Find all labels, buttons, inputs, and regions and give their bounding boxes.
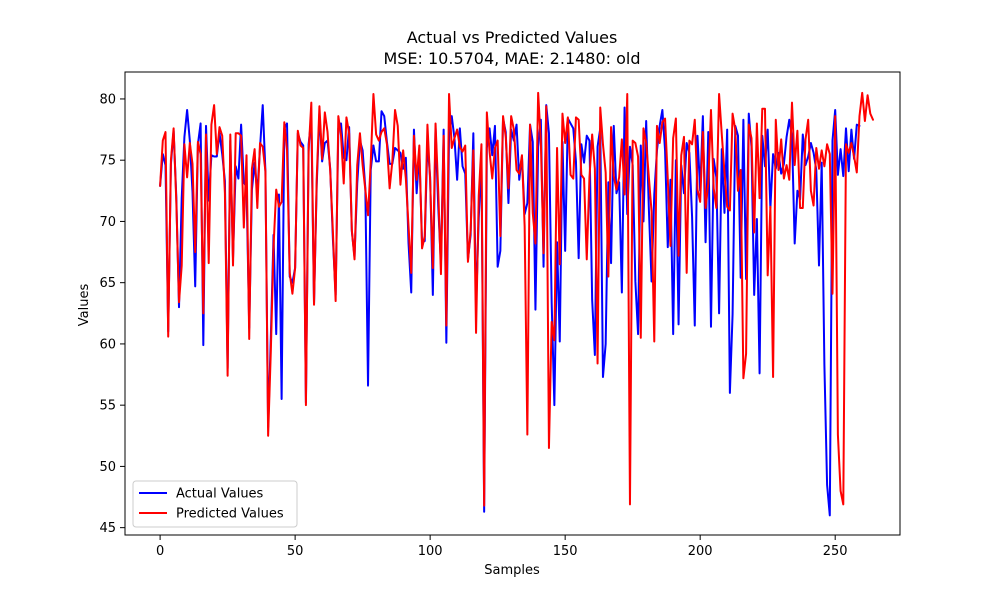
y-tick-label: 45 bbox=[99, 521, 116, 536]
x-axis-label: Samples bbox=[484, 563, 540, 578]
y-tick-label: 70 bbox=[99, 215, 116, 230]
x-axis: 0 50 100 150 200 250 bbox=[156, 535, 848, 559]
y-tick-label: 75 bbox=[99, 154, 116, 169]
legend-label-predicted: Predicted Values bbox=[176, 507, 284, 522]
x-tick-label: 150 bbox=[553, 544, 578, 559]
y-tick-label: 65 bbox=[99, 276, 116, 291]
y-tick-label: 60 bbox=[99, 337, 116, 352]
x-tick-label: 250 bbox=[823, 544, 848, 559]
y-tick-label: 55 bbox=[99, 399, 116, 414]
y-tick-label: 50 bbox=[99, 460, 116, 475]
chart-title: Actual vs Predicted Values bbox=[407, 28, 618, 47]
x-tick-label: 100 bbox=[418, 544, 443, 559]
y-axis-label: Values bbox=[77, 284, 92, 327]
y-axis: 45 50 55 60 65 70 75 80 bbox=[99, 92, 125, 536]
x-tick-label: 50 bbox=[287, 544, 304, 559]
legend-label-actual: Actual Values bbox=[176, 487, 264, 502]
plot-frame bbox=[124, 71, 901, 536]
x-tick-label: 200 bbox=[688, 544, 713, 559]
series-line-predicted bbox=[159, 91, 874, 507]
y-tick-label: 80 bbox=[99, 92, 116, 107]
series-lines bbox=[124, 71, 901, 536]
legend-box bbox=[132, 480, 298, 528]
x-tick-label: 0 bbox=[156, 544, 164, 559]
chart-subtitle: MSE: 10.5704, MAE: 2.1480: old bbox=[383, 49, 640, 68]
legend: Actual Values Predicted Values bbox=[132, 480, 298, 528]
